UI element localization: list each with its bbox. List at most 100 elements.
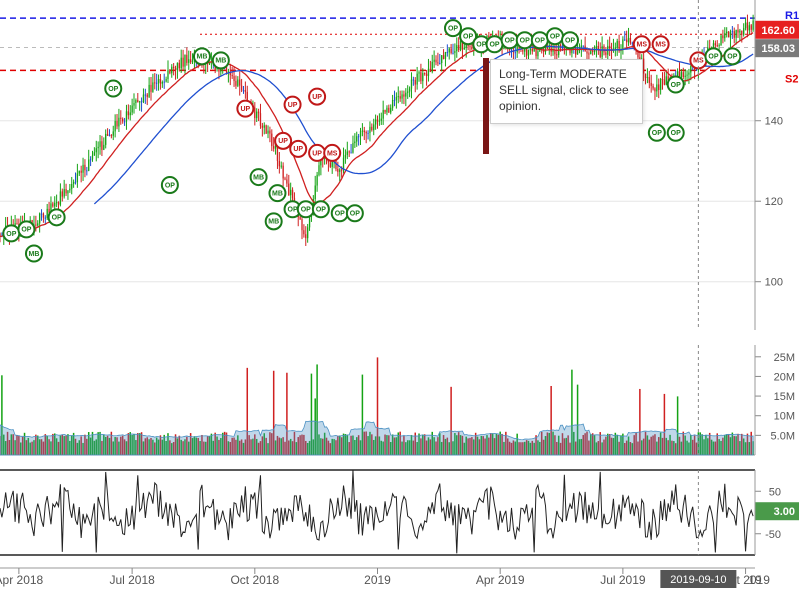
signal-tooltip[interactable]: Long-Term MODERATE SELL signal, click to…: [490, 59, 643, 124]
svg-text:MB: MB: [268, 219, 279, 226]
svg-text:UP: UP: [312, 94, 322, 101]
crosshair-date: 2019-09-10: [670, 574, 726, 586]
svg-text:OP: OP: [165, 182, 175, 189]
signal-marker-op[interactable]: OP: [105, 81, 121, 97]
svg-text:UP: UP: [288, 102, 298, 109]
s2-label: S2: [785, 73, 798, 85]
signal-marker-op[interactable]: OP: [649, 125, 665, 141]
svg-text:UP: UP: [312, 150, 322, 157]
volume-tick: 10M: [774, 411, 795, 423]
svg-text:OP: OP: [448, 26, 458, 33]
volume-tick: 5.0M: [771, 430, 795, 442]
svg-text:MB: MB: [29, 251, 40, 258]
svg-text:OP: OP: [350, 211, 360, 218]
signal-marker-op[interactable]: OP: [313, 201, 329, 217]
signal-marker-mb[interactable]: MB: [251, 169, 267, 185]
signal-marker-ms[interactable]: MS: [634, 36, 650, 52]
svg-text:OP: OP: [335, 211, 345, 218]
svg-text:OP: OP: [505, 38, 515, 45]
signal-marker-op[interactable]: OP: [347, 205, 363, 221]
svg-text:OP: OP: [520, 38, 530, 45]
stock-chart[interactable]: 100120140R1S2162.60158.03OPOPOPMBOPOPMBM…: [0, 0, 800, 600]
svg-text:MB: MB: [272, 191, 283, 198]
signal-marker-up[interactable]: UP: [285, 97, 301, 113]
signal-marker-op[interactable]: OP: [445, 20, 461, 36]
svg-text:OP: OP: [652, 130, 662, 137]
svg-text:OP: OP: [476, 42, 486, 49]
signal-marker-up[interactable]: UP: [275, 133, 291, 149]
signal-marker-op[interactable]: OP: [3, 225, 19, 241]
svg-text:OP: OP: [463, 34, 473, 41]
signal-marker-op[interactable]: OP: [502, 32, 518, 48]
price-flag: 158.03: [761, 43, 795, 55]
signal-marker-op[interactable]: OP: [162, 177, 178, 193]
svg-text:MB: MB: [197, 54, 208, 61]
svg-text:MS: MS: [637, 42, 648, 49]
svg-text:OP: OP: [535, 38, 545, 45]
svg-text:OP: OP: [52, 215, 62, 222]
signal-marker-up[interactable]: UP: [237, 101, 253, 117]
svg-text:UP: UP: [293, 146, 303, 153]
signal-marker-op[interactable]: OP: [705, 48, 721, 64]
svg-text:OP: OP: [727, 54, 737, 61]
r1-label: R1: [785, 10, 799, 22]
signal-marker-mb[interactable]: MB: [194, 48, 210, 64]
signal-marker-op[interactable]: OP: [668, 125, 684, 141]
volume-tick: 15M: [774, 391, 795, 403]
signal-marker-up[interactable]: UP: [309, 89, 325, 105]
x-tick: Jul 2018: [109, 573, 155, 587]
signal-marker-op[interactable]: OP: [487, 36, 503, 52]
svg-text:19: 19: [748, 573, 762, 587]
signal-marker-mb[interactable]: MB: [213, 52, 229, 68]
svg-text:OP: OP: [21, 227, 31, 234]
svg-text:MS: MS: [327, 150, 338, 157]
svg-text:OP: OP: [708, 54, 718, 61]
osc-tick: -50: [765, 529, 781, 541]
svg-text:OP: OP: [565, 38, 575, 45]
svg-text:MB: MB: [215, 58, 226, 65]
osc-flag: 3.00: [774, 506, 795, 518]
signal-marker-op[interactable]: OP: [332, 205, 348, 221]
svg-text:OP: OP: [550, 34, 560, 41]
x-tick: Jul 2019: [600, 573, 646, 587]
price-tick: 140: [765, 116, 783, 128]
signal-marker-op[interactable]: OP: [49, 209, 65, 225]
svg-text:OP: OP: [288, 207, 298, 214]
signal-marker-ms[interactable]: MS: [324, 145, 340, 161]
signal-marker-op[interactable]: OP: [517, 32, 533, 48]
svg-text:OP: OP: [671, 82, 681, 89]
x-tick: Oct 2018: [230, 573, 279, 587]
price-flag: 162.60: [761, 25, 795, 37]
signal-marker-op[interactable]: OP: [562, 32, 578, 48]
signal-marker-op[interactable]: OP: [18, 221, 34, 237]
svg-text:OP: OP: [671, 130, 681, 137]
x-tick: 2019: [364, 573, 391, 587]
signal-marker-op[interactable]: OP: [547, 28, 563, 44]
svg-text:OP: OP: [6, 231, 16, 238]
svg-text:MB: MB: [253, 174, 264, 181]
signal-marker-op[interactable]: OP: [668, 77, 684, 93]
svg-text:OP: OP: [316, 207, 326, 214]
volume-tick: 20M: [774, 371, 795, 383]
svg-text:UP: UP: [241, 106, 251, 113]
x-tick: Apr 2018: [0, 573, 44, 587]
signal-marker-up[interactable]: UP: [290, 141, 306, 157]
volume-tick: 25M: [774, 352, 795, 364]
svg-text:OP: OP: [489, 42, 499, 49]
osc-tick: 50: [769, 486, 781, 498]
price-tick: 120: [765, 196, 783, 208]
signal-marker-mb[interactable]: MB: [266, 213, 282, 229]
signal-marker-ms[interactable]: MS: [653, 36, 669, 52]
svg-text:OP: OP: [301, 207, 311, 214]
signal-marker-mb[interactable]: MB: [269, 185, 285, 201]
signal-marker-op[interactable]: OP: [532, 32, 548, 48]
chart-svg: 100120140R1S2162.60158.03OPOPOPMBOPOPMBM…: [0, 0, 800, 600]
tooltip-text: Long-Term MODERATE SELL signal, click to…: [499, 67, 629, 113]
signal-marker-op[interactable]: OP: [298, 201, 314, 217]
signal-marker-mb[interactable]: MB: [26, 246, 42, 262]
svg-text:MS: MS: [655, 42, 666, 49]
svg-text:UP: UP: [278, 138, 288, 145]
signal-marker-up[interactable]: UP: [309, 145, 325, 161]
signal-marker-op[interactable]: OP: [724, 48, 740, 64]
price-tick: 100: [765, 277, 783, 289]
